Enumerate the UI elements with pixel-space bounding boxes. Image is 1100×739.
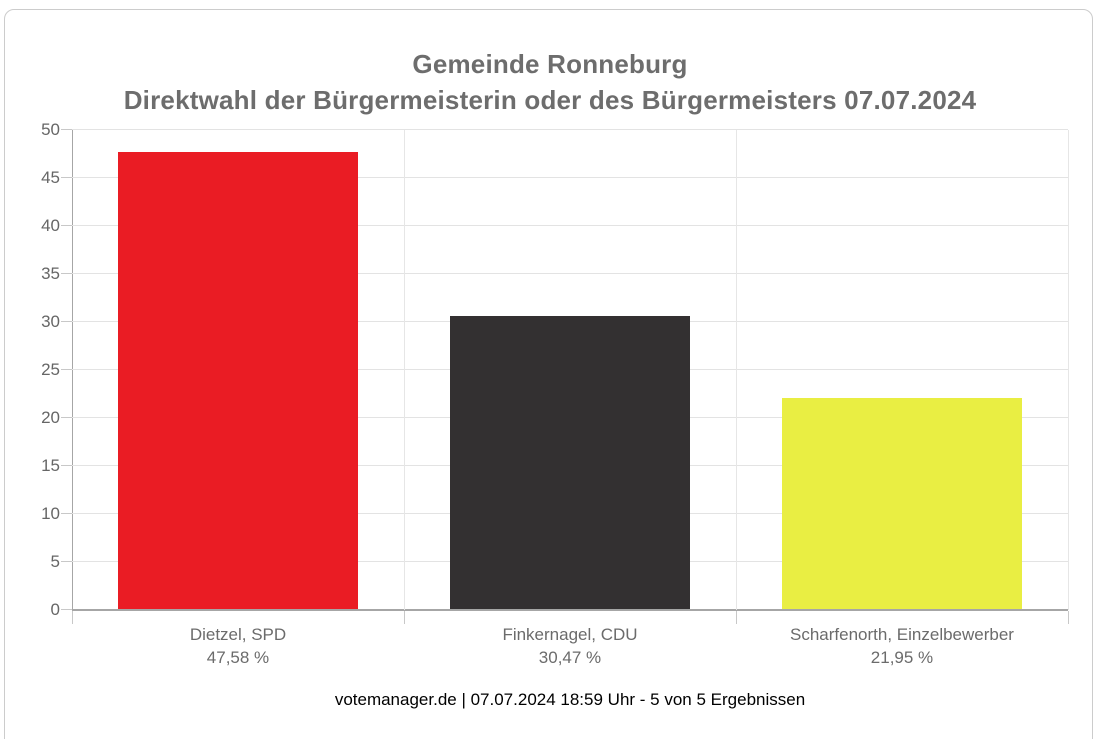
chart-title: Gemeinde Ronneburg Direktwahl der Bürger… (0, 46, 1100, 118)
category-name: Finkernagel, CDU (502, 625, 638, 644)
y-tick-label-20: 20 (41, 408, 60, 427)
y-tick-label-30: 30 (41, 312, 60, 331)
gridline-50 (72, 129, 1068, 130)
x-tick-mark-0 (72, 611, 73, 624)
y-tick-mark-30 (61, 321, 72, 322)
x-tick-mark-2 (736, 611, 737, 624)
gridline-35 (72, 273, 1068, 274)
plot-area: 0 5 10 15 20 25 30 35 40 45 50 Dietzel, SPD 47,58 % F… (41, 120, 1069, 667)
y-tick-mark-0 (61, 609, 72, 610)
category-label-2: Scharfenorth, Einzelbewerber 21,95 % (736, 623, 1068, 669)
y-tick-mark-25 (61, 369, 72, 370)
category-label-0: Dietzel, SPD 47,58 % (72, 623, 404, 669)
y-tick-label-50: 50 (41, 120, 60, 139)
x-tick-mark-1 (404, 611, 405, 624)
y-tick-label-15: 15 (41, 456, 60, 475)
footer-caption: votemanager.de | 07.07.2024 18:59 Uhr - … (334, 690, 806, 709)
y-tick-label-0: 0 (50, 600, 60, 619)
y-tick-mark-5 (61, 561, 72, 562)
y-tick-label-5: 5 (50, 552, 60, 571)
bar-scharfenorth[interactable] (782, 398, 1022, 609)
y-tick-label-35: 35 (41, 264, 60, 283)
category-percent: 21,95 % (870, 648, 934, 667)
chart-card-border (4, 9, 1093, 739)
category-gridline-1 (404, 130, 405, 610)
category-percent: 30,47 % (538, 648, 602, 667)
y-tick-label-10: 10 (41, 504, 60, 523)
chart-title-line1: Gemeinde Ronneburg (412, 49, 688, 79)
category-gridline-3 (1068, 130, 1069, 610)
y-tick-mark-40 (61, 225, 72, 226)
bar-finkernagel[interactable] (450, 316, 690, 609)
x-axis-line (72, 609, 1068, 611)
y-axis-line (72, 130, 73, 623)
category-label-1: Finkernagel, CDU 30,47 % (404, 623, 736, 669)
y-tick-mark-10 (61, 513, 72, 514)
y-tick-mark-50 (61, 129, 72, 130)
y-tick-mark-35 (61, 273, 72, 274)
category-name: Dietzel, SPD (189, 625, 287, 644)
gridline-40 (72, 225, 1068, 226)
y-tick-label-25: 25 (41, 360, 60, 379)
category-percent: 47,58 % (206, 648, 270, 667)
y-tick-mark-15 (61, 465, 72, 466)
y-tick-mark-20 (61, 417, 72, 418)
category-gridline-2 (736, 130, 737, 610)
y-tick-label-40: 40 (41, 216, 60, 235)
bar-dietzel[interactable] (118, 152, 358, 609)
y-tick-mark-45 (61, 177, 72, 178)
chart-title-line2: Direktwahl der Bürgermeisterin oder des … (123, 85, 977, 115)
gridline-45 (72, 177, 1068, 178)
x-tick-mark-3 (1068, 611, 1069, 624)
y-tick-label-45: 45 (41, 168, 60, 187)
category-name: Scharfenorth, Einzelbewerber (790, 625, 1014, 644)
